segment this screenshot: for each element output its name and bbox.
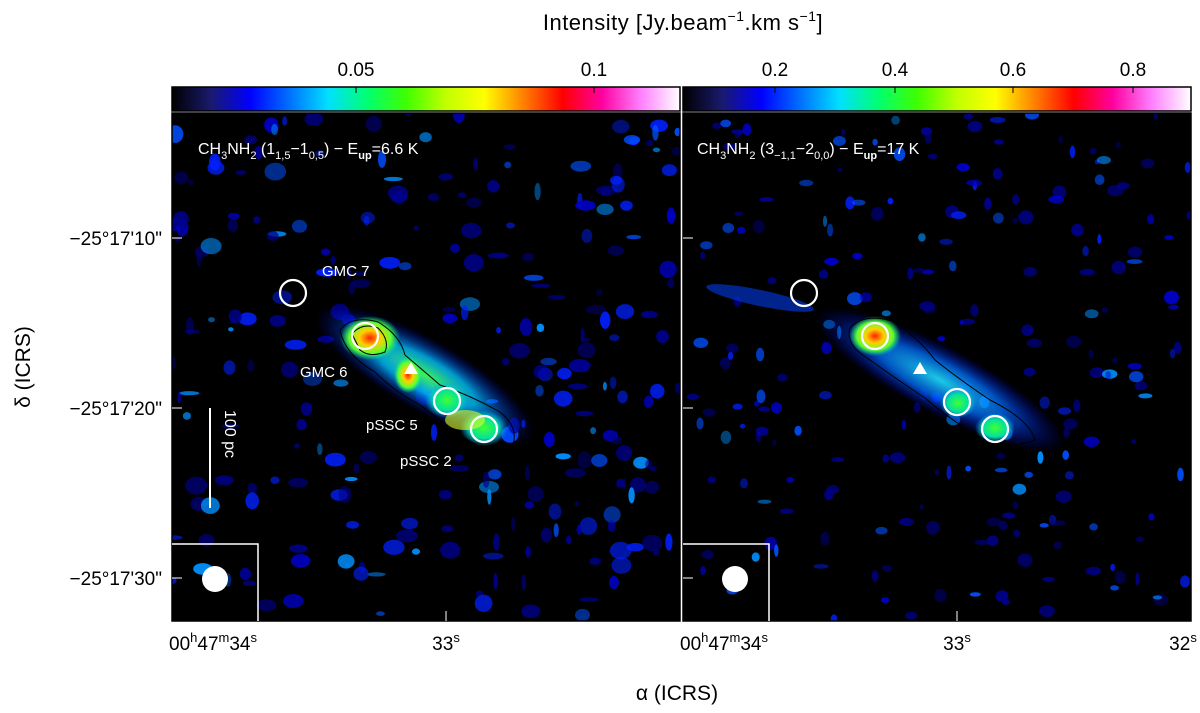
source-marker-pssc2: [469, 414, 499, 444]
y-tick-label: −25°17'30": [70, 569, 162, 590]
source-marker-pssc2-right: [980, 414, 1010, 444]
line-label-right: CH3NH2 (3−1,1−20,0) − Eup=17 K: [697, 141, 920, 162]
y-tick-label: −25°17'10": [70, 229, 162, 250]
x-tick-label: 32s: [1169, 630, 1197, 655]
panel-right: CH3NH2 (3−1,1−20,0) − Eup=17 K: [682, 112, 1192, 622]
source-label-gmc6: GMC 6: [300, 364, 348, 381]
source-marker-gmc6-right: [860, 321, 890, 351]
y-tick-label: −25°17'20": [70, 399, 162, 420]
emission-map-left: [172, 113, 680, 621]
triangle-marker-right: [913, 362, 927, 374]
panel-left: CH3NH2 (11,5−10,5) − Eup=6.6 K GMC 7 GMC…: [171, 112, 681, 622]
x-tick-label: 33s: [432, 630, 460, 655]
colorbar-right-tick: 0.8: [1120, 60, 1146, 81]
y-axis-label: δ (ICRS): [12, 326, 35, 408]
source-marker-gmc6: [350, 321, 380, 351]
line-label-left: CH3NH2 (11,5−10,5) − Eup=6.6 K: [198, 141, 419, 162]
x-tick-label: 00h47m34s: [169, 630, 258, 655]
x-tick-label: 00h47m34s: [680, 630, 769, 655]
source-marker-gmc7-right: [789, 278, 819, 308]
beam-right: [722, 566, 748, 592]
beam-box-right: [683, 543, 770, 621]
scalebar-label: 100 pc: [221, 410, 238, 458]
colorbar-left-tick: 0.1: [581, 60, 607, 81]
colorbar-right-tick: 0.4: [882, 60, 909, 81]
source-label-gmc7: GMC 7: [322, 263, 370, 280]
beam-box-left: [172, 543, 259, 621]
colorbar-left: [171, 86, 681, 112]
source-label-pssc2: pSSC 2: [400, 453, 452, 470]
beam-left: [202, 566, 228, 592]
source-label-pssc5: pSSC 5: [366, 417, 418, 434]
source-marker-gmc7: [278, 278, 308, 308]
triangle-marker: [404, 362, 418, 374]
colorbar-right-tick: 0.2: [762, 60, 788, 81]
colorbar-right: [682, 86, 1192, 112]
colorbar-left-tick: 0.05: [338, 60, 375, 81]
x-axis-label: α (ICRS): [636, 682, 718, 705]
source-marker-pssc5-right: [942, 387, 972, 417]
x-tick-label: 33s: [943, 630, 971, 655]
colorbar-right-tick: 0.6: [1000, 60, 1026, 81]
colorbar-title: Intensity [Jy.beam−1.km s−1]: [543, 8, 823, 35]
source-marker-pssc5: [432, 386, 462, 416]
